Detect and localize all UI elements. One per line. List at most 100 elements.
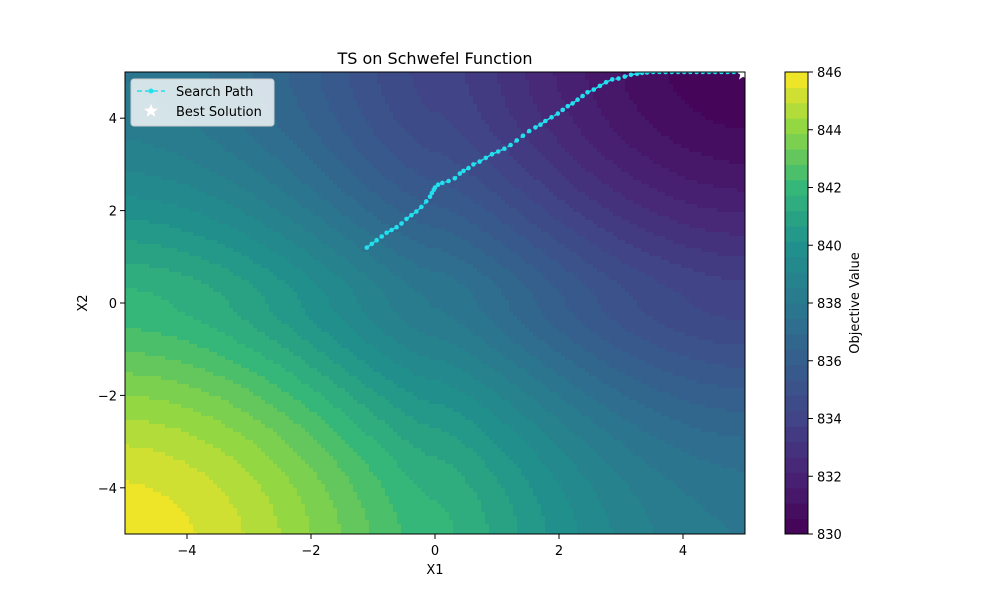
- contour-band: [225, 296, 266, 301]
- contour-band: [321, 372, 350, 377]
- contour-band: [597, 104, 638, 109]
- contour-band: [349, 260, 378, 265]
- contour-band: [405, 344, 458, 349]
- colorbar-band: [785, 195, 808, 212]
- contour-band: [265, 452, 298, 457]
- contour-band: [609, 516, 650, 521]
- contour-band: [717, 516, 745, 521]
- contour-band: [609, 184, 650, 189]
- contour-band: [309, 520, 338, 525]
- contour-band: [125, 224, 170, 229]
- contour-band: [265, 492, 298, 497]
- contour-band: [597, 148, 638, 153]
- contour-band: [241, 252, 278, 257]
- contour-band: [125, 276, 194, 281]
- contour-band: [557, 136, 586, 141]
- contour-band: [685, 376, 745, 381]
- contour-band: [613, 160, 654, 165]
- contour-band: [597, 400, 638, 405]
- contour-band: [565, 200, 598, 205]
- colorbar-band: [785, 149, 808, 165]
- contour-band: [281, 436, 314, 441]
- contour-band: [481, 404, 514, 409]
- contour-band: [685, 492, 745, 497]
- contour-band: [385, 420, 418, 425]
- contour-band: [301, 336, 334, 341]
- contour-band: [333, 404, 366, 409]
- contour-band: [125, 184, 190, 189]
- contour-band: [405, 164, 462, 169]
- contour-band: [257, 88, 294, 93]
- contour-band: [365, 340, 398, 345]
- contour-band: [305, 504, 334, 509]
- contour-band: [277, 184, 310, 189]
- contour-band: [597, 224, 638, 229]
- contour-band: [549, 320, 582, 325]
- contour-band: [613, 532, 654, 534]
- contour-band: [505, 176, 534, 181]
- contour-band: [341, 344, 374, 349]
- contour-band: [581, 164, 618, 169]
- contour-band: [189, 184, 238, 189]
- contour-band: [605, 404, 646, 409]
- contour-band: [309, 156, 338, 161]
- contour-band: [613, 344, 658, 349]
- contour-band: [537, 456, 570, 461]
- contour-band: [653, 532, 730, 534]
- contour-band: [565, 244, 598, 249]
- contour-band: [349, 168, 378, 173]
- contour-band: [349, 392, 378, 397]
- contour-band: [377, 236, 410, 241]
- contour-band: [153, 488, 222, 493]
- contour-band: [661, 256, 745, 261]
- contour-band: [597, 244, 634, 249]
- contour-band: [521, 212, 550, 217]
- contour-band: [397, 384, 450, 389]
- contour-band: [649, 208, 718, 213]
- contour-band: [313, 188, 342, 193]
- contour-band: [469, 92, 502, 97]
- contour-band: [365, 432, 398, 437]
- contour-band: [269, 152, 306, 157]
- contour-band: [593, 220, 630, 225]
- contour-band: [409, 132, 462, 137]
- contour-band: [489, 124, 518, 129]
- contour-band: [385, 396, 418, 401]
- contour-band: [329, 108, 362, 113]
- contour-band: [213, 288, 258, 293]
- contour-band: [537, 356, 566, 361]
- contour-band: [493, 472, 522, 477]
- contour-band: [653, 524, 726, 529]
- contour-band: [129, 480, 214, 485]
- contour-band: [725, 316, 745, 321]
- contour-band: [189, 208, 242, 213]
- contour-band: [593, 96, 630, 101]
- contour-band: [657, 280, 745, 285]
- contour-band: [253, 348, 290, 353]
- search-path-point: [446, 178, 451, 184]
- contour-band: [313, 128, 342, 133]
- contour-band: [561, 264, 594, 269]
- contour-band: [413, 84, 470, 89]
- contour-band: [245, 532, 282, 534]
- chart-title: TS on Schwefel Function: [336, 49, 532, 68]
- contour-band: [541, 116, 574, 121]
- contour-band: [301, 304, 330, 309]
- contour-band: [673, 288, 745, 293]
- search-path-point: [432, 185, 438, 190]
- contour-band: [357, 104, 390, 109]
- contour-band: [249, 280, 286, 285]
- contour-band: [289, 136, 322, 141]
- contour-band: [413, 416, 466, 421]
- contour-band: [133, 372, 214, 377]
- contour-band: [305, 404, 334, 409]
- contour-band: [477, 148, 510, 153]
- contour-band: [289, 416, 322, 421]
- contour-band: [349, 372, 382, 377]
- contour-band: [533, 176, 566, 181]
- search-path-point: [379, 234, 385, 239]
- contour-band: [341, 128, 374, 133]
- contour-band: [497, 416, 526, 421]
- contour-band: [201, 128, 246, 133]
